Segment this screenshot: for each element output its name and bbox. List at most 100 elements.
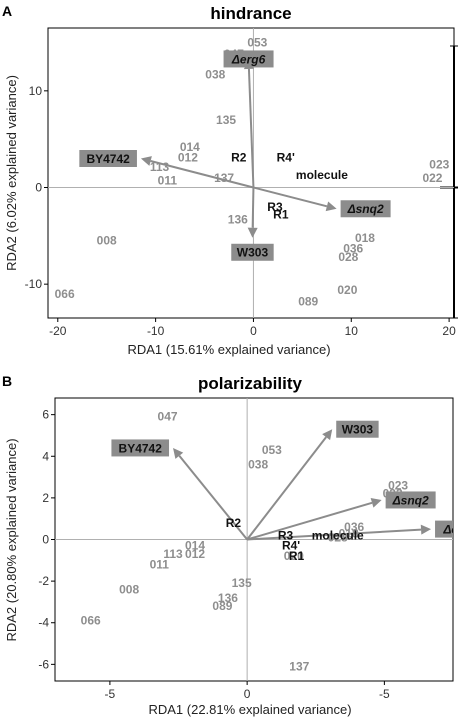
panel-b-strain-label-box xyxy=(385,491,436,509)
panel-b-site-label-023: 023 xyxy=(388,478,408,492)
panel-b-strain-arrowhead xyxy=(322,429,333,441)
panel-b-y-tick-label: 6 xyxy=(42,408,49,422)
panel-a-x-tick-label: 10 xyxy=(345,324,359,338)
panel-a-strain-arrow xyxy=(253,186,328,208)
panel-b-site-label-136: 136 xyxy=(218,591,238,605)
panel-a-strain-label-box xyxy=(340,200,391,218)
panel-b-strain-label-box xyxy=(336,420,379,438)
panel-b-strain-label-text: W303 xyxy=(342,423,374,437)
panel-b-strain-arrowhead xyxy=(420,524,432,535)
panel-a-site-label-012: 012 xyxy=(178,151,198,165)
panel-a-strain-label-text: Δsnq2 xyxy=(347,202,384,216)
panel-a-site-label-066: 066 xyxy=(55,287,75,301)
panel-b-y-tick-label: -4 xyxy=(38,616,49,630)
panel-a-title: hindrance xyxy=(210,4,291,23)
panel-a-y-tick-label: -10 xyxy=(25,277,43,291)
panel-b-strain-label-box xyxy=(111,439,170,457)
panel-b-site-label-047: 047 xyxy=(158,410,178,424)
panel-a-plot-frame xyxy=(47,27,455,319)
panel-b-strain-arrow xyxy=(178,455,248,541)
panel-b-site-label-036: 036 xyxy=(344,520,364,534)
panel-b-variable-label: R3 xyxy=(278,528,294,542)
panel-b-site-label-053: 053 xyxy=(262,443,282,457)
panel-a-site-label-022: 022 xyxy=(422,171,442,185)
panel-a-site-label-008: 008 xyxy=(97,234,117,248)
panel-b-site-label-066: 066 xyxy=(81,614,101,628)
panel-b-title: polarizability xyxy=(198,374,302,393)
panel-b-site-label-135: 135 xyxy=(232,576,252,590)
panel-a-strain-label: BY4742 xyxy=(79,150,137,167)
panel-b-variable-label: molecule xyxy=(312,528,364,542)
panel-a-variable-label: R4' xyxy=(277,151,295,165)
panel-a-strain-arrow xyxy=(150,160,254,189)
panel-a-strain-label-text: W303 xyxy=(237,246,269,260)
panel-b-letter: B xyxy=(2,373,12,389)
panel-b-x-tick-label: -5 xyxy=(105,687,116,701)
panel-a-strain-label-box xyxy=(231,243,274,261)
panel-a-y-tick-label: 10 xyxy=(29,84,43,98)
panel-a-strain-arrow xyxy=(251,187,255,228)
panel-a-strain-label: Δerg6 xyxy=(223,50,274,68)
panel-a-strain-label: Δsnq2 xyxy=(340,200,391,218)
panel-a-strain-label-box xyxy=(223,50,274,68)
panel-b-strain-arrow xyxy=(247,528,422,541)
panel-a-variable-label: R3 xyxy=(267,200,283,214)
panel-a-site-label-028: 028 xyxy=(338,250,358,264)
panel-b-site-label-008: 008 xyxy=(119,582,139,596)
panel-a-strain-label-text: Δerg6 xyxy=(231,52,266,66)
panel-a-y-tick-label: 0 xyxy=(35,181,42,195)
panel-b-strain-arrow xyxy=(246,501,373,541)
panel-a-site-label-020: 020 xyxy=(337,283,357,297)
panel-b-x-tick-label: 0 xyxy=(244,687,251,701)
panel-b-strain-label: BY4742 xyxy=(111,439,170,457)
panel-b-strain-label: Δerg6 xyxy=(435,520,459,538)
panel-a-strain-label-box xyxy=(79,150,137,167)
panel-a-strain-arrowhead xyxy=(140,156,152,166)
panel-b-variable-label: R1 xyxy=(289,549,305,563)
panel-b-strain-arrow xyxy=(246,436,327,541)
panel-a-site-label-014: 014 xyxy=(180,140,200,154)
panel-b-variable-label: R4' xyxy=(282,539,300,553)
panel-b-strain-label-box xyxy=(435,520,453,538)
panel-a-x-tick-label: 20 xyxy=(442,324,456,338)
panel-a-x-tick-label: -10 xyxy=(147,324,165,338)
panel-a-site-label-135: 135 xyxy=(216,113,236,127)
panel-a-site-label-038: 038 xyxy=(205,67,225,81)
panel-b-site-label-137: 137 xyxy=(289,659,309,673)
panel-b-y-tick-label: 0 xyxy=(42,533,49,547)
panel-a-x-axis-label: RDA1 (15.61% explained variance) xyxy=(127,342,330,357)
panel-b-strain-arrowhead xyxy=(173,447,184,459)
panel-b-site-label-020: 020 xyxy=(284,549,304,563)
panel-b-x-tick-label: -5 xyxy=(379,687,390,701)
panel-a-variable-label: molecule xyxy=(296,168,348,182)
panel-a-strain-label: W303 xyxy=(231,243,274,261)
panel-a-site-label-018: 018 xyxy=(355,231,375,245)
panel-a-site-label-136: 136 xyxy=(228,212,248,226)
panel-b-site-label-038: 038 xyxy=(248,458,268,472)
panel-b-y-tick-label: -2 xyxy=(38,574,49,588)
panel-a-x-tick-label: 0 xyxy=(250,324,257,338)
panel-b-strain-label: W303 xyxy=(336,420,379,438)
panel-a-site-label-089: 089 xyxy=(298,295,318,309)
panel-a-x-tick-label: -20 xyxy=(49,324,67,338)
panel-b-site-label-011: 011 xyxy=(150,557,170,571)
panel-a-variable-label: R2 xyxy=(231,151,247,165)
panel-b-strain-label-text: BY4742 xyxy=(119,441,163,455)
panel-a-y-axis-label: RDA2 (6.02% explained variance) xyxy=(4,75,19,271)
panel-b-y-tick-label: 4 xyxy=(42,449,49,463)
panel-b-strain-arrowhead xyxy=(370,497,382,508)
panel-a-letter: A xyxy=(2,3,12,19)
panel-b-site-label-014: 014 xyxy=(185,539,205,553)
panel-b-strain-label-text: Δerg6 xyxy=(442,522,459,536)
panel-b-y-tick-label: 2 xyxy=(42,491,49,505)
panel-a-site-label-011: 011 xyxy=(158,174,178,188)
panel-a-strain-arrowhead xyxy=(325,201,337,212)
panel-a-strain-label-text: BY4742 xyxy=(86,152,130,166)
panel-a-variable-label: R1 xyxy=(273,208,289,222)
panel-b-site-label-012: 012 xyxy=(185,547,205,561)
panel-b-x-axis-label: RDA1 (22.81% explained variance) xyxy=(148,702,351,717)
panel-a-strain-arrowhead xyxy=(247,227,258,238)
